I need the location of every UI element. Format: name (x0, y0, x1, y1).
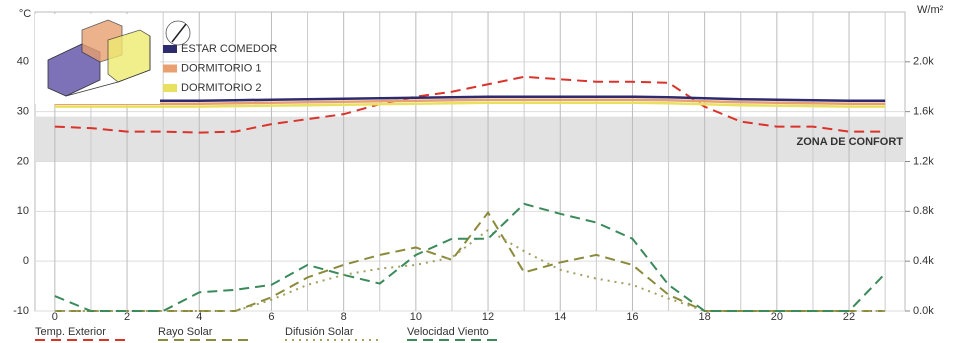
y2-tick-label: 0.4k (913, 255, 934, 267)
y-tick-label: -10 (13, 305, 29, 317)
y-tick-label: 40 (17, 56, 29, 68)
x-tick-label: 18 (699, 311, 711, 323)
legend-label: Difusión Solar (285, 326, 354, 338)
y2-axis-label: W/m² (917, 4, 944, 16)
chart: ZONA DE CONFORT-100102030400.0k0.4k0.8k1… (0, 0, 965, 343)
y2-tick-label: 0.8k (913, 205, 934, 217)
x-tick-label: 14 (554, 311, 566, 323)
legend-label: Velocidad Viento (407, 326, 489, 338)
y-tick-label: 20 (17, 155, 29, 167)
x-tick-label: 6 (268, 311, 274, 323)
y2-tick-label: 1.6k (913, 106, 934, 118)
y2-tick-label: 0.0k (913, 305, 934, 317)
legend-swatch (163, 65, 177, 73)
x-tick-label: 20 (771, 311, 783, 323)
legend-label: DORMITORIO 1 (181, 62, 261, 74)
comfort-label: ZONA DE CONFORT (796, 136, 903, 148)
legend-swatch (163, 45, 177, 53)
legend-label: DORMITORIO 2 (181, 82, 261, 94)
x-tick-label: 4 (196, 311, 202, 323)
legend-label: Rayo Solar (158, 326, 213, 338)
x-tick-label: 2 (124, 311, 130, 323)
x-tick-label: 16 (626, 311, 638, 323)
x-tick-label: 0 (52, 311, 58, 323)
y2-tick-label: 2.0k (913, 56, 934, 68)
y2-tick-label: 1.2k (913, 155, 934, 167)
y-tick-label: 30 (17, 106, 29, 118)
legend-label: ESTAR COMEDOR (181, 43, 277, 55)
x-tick-label: 10 (410, 311, 422, 323)
x-tick-label: 22 (843, 311, 855, 323)
y-tick-label: 0 (23, 255, 29, 267)
y-axis-label: °C (19, 8, 31, 20)
y-tick-label: 10 (17, 205, 29, 217)
x-tick-label: 8 (341, 311, 347, 323)
legend-label: Temp. Exterior (35, 326, 106, 338)
x-tick-label: 12 (482, 311, 494, 323)
comfort-zone (35, 117, 905, 162)
legend-swatch (163, 84, 177, 92)
